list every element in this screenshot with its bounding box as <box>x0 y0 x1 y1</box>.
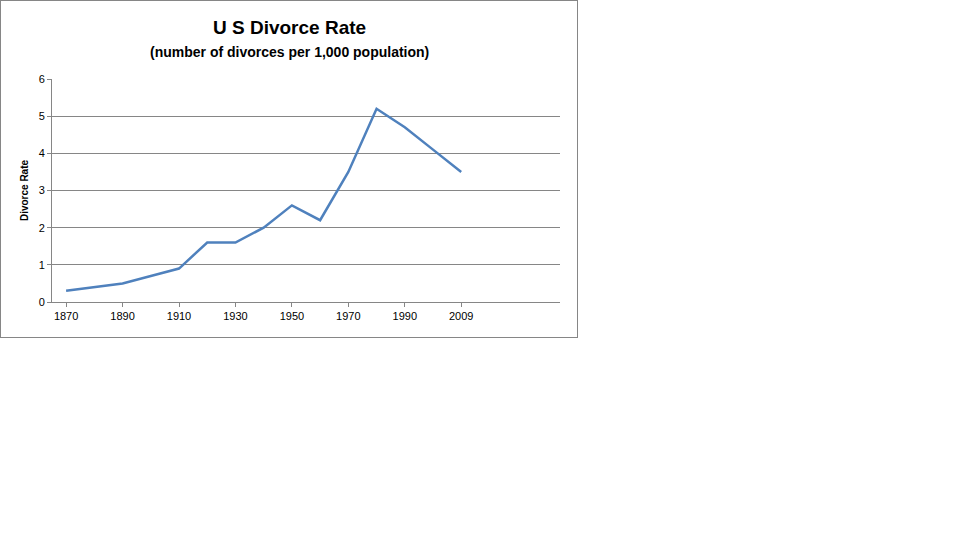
svg-text:1: 1 <box>39 259 45 271</box>
svg-text:2009: 2009 <box>449 310 473 322</box>
svg-text:1910: 1910 <box>167 310 191 322</box>
svg-text:1950: 1950 <box>280 310 304 322</box>
svg-text:1970: 1970 <box>336 310 360 322</box>
svg-text:4: 4 <box>39 147 45 159</box>
svg-text:1870: 1870 <box>54 310 78 322</box>
svg-text:1930: 1930 <box>223 310 247 322</box>
svg-text:3: 3 <box>39 184 45 196</box>
svg-text:(number of divorces per 1,000: (number of divorces per 1,000 population… <box>150 44 429 60</box>
svg-text:0: 0 <box>39 296 45 308</box>
svg-text:2: 2 <box>39 222 45 234</box>
svg-text:6: 6 <box>39 73 45 85</box>
svg-text:1890: 1890 <box>110 310 134 322</box>
svg-text:U S Divorce Rate: U S Divorce Rate <box>213 17 366 38</box>
svg-text:1990: 1990 <box>393 310 417 322</box>
svg-text:Divorce Rate: Divorce Rate <box>19 159 30 221</box>
svg-text:5: 5 <box>39 110 45 122</box>
